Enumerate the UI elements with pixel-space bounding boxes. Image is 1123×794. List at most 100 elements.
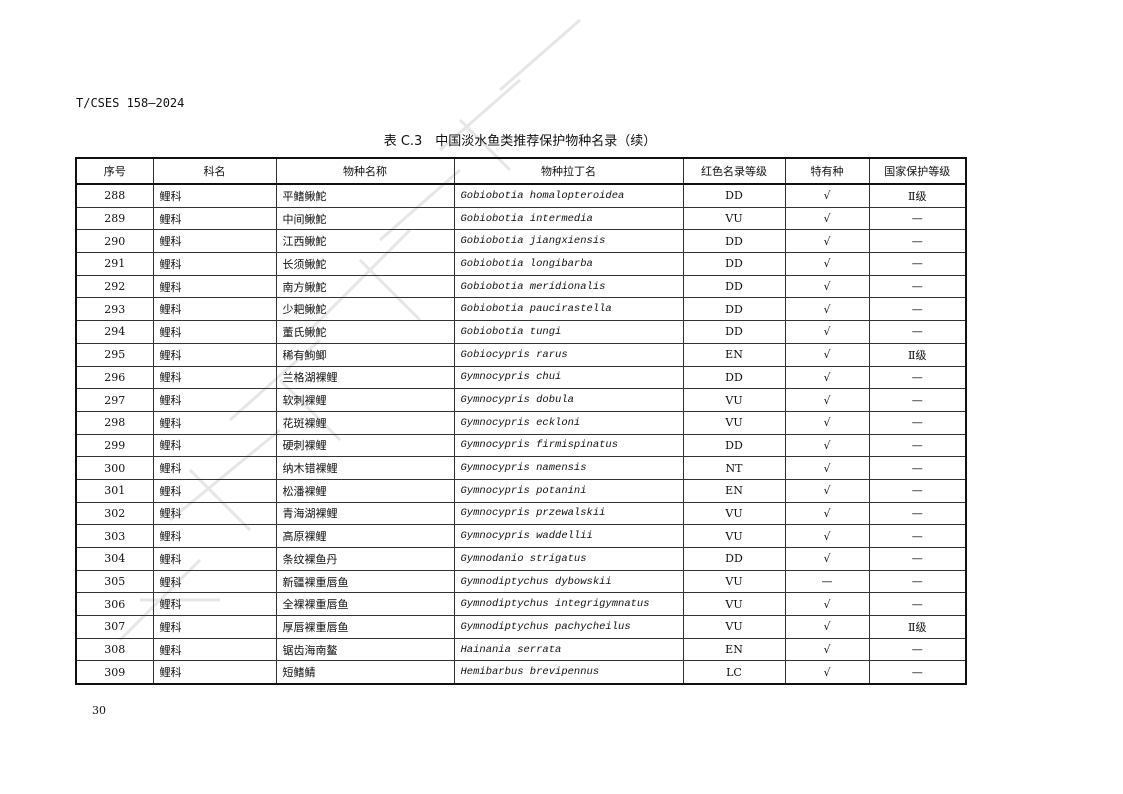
cell-red-list-level: DD xyxy=(682,229,786,254)
cell-endemic: √ xyxy=(784,456,870,480)
cell-latin-name: Gymnocypris eckloni xyxy=(453,410,684,435)
cell-protection-level: Ⅱ级 xyxy=(868,183,967,208)
column-header-seq: 序号 xyxy=(75,157,154,185)
table-row: 308 鲤科 锯齿海南鳌 Hainania serrata EN √ — xyxy=(75,637,967,662)
cell-family: 鲤科 xyxy=(152,615,277,639)
table-row: 298 鲤科 花斑裸鲤 Gymnocypris eckloni VU √ — xyxy=(75,410,967,435)
cell-protection-level: — xyxy=(868,547,967,571)
cell-family: 鲤科 xyxy=(152,478,277,503)
cell-family: 鲤科 xyxy=(152,524,277,548)
cell-seq: 307 xyxy=(75,615,154,639)
cell-seq: 289 xyxy=(75,206,154,231)
cell-seq: 304 xyxy=(75,547,154,571)
cell-endemic: √ xyxy=(784,365,870,390)
table-caption: 表 C.3 中国淡水鱼类推荐保护物种名录（续） xyxy=(383,134,657,149)
cell-species-name: 厚唇裸重唇鱼 xyxy=(275,615,455,639)
cell-red-list-level: VU xyxy=(682,592,786,617)
cell-seq: 308 xyxy=(75,637,154,662)
cell-family: 鲤科 xyxy=(152,252,277,276)
cell-family: 鲤科 xyxy=(152,274,277,299)
cell-protection-level: — xyxy=(868,637,967,662)
cell-family: 鲤科 xyxy=(152,183,277,208)
cell-seq: 305 xyxy=(75,569,154,594)
table-row: 302 鲤科 青海湖裸鲤 Gymnocypris przewalskii VU √ — xyxy=(75,501,967,526)
table-row: 295 鲤科 稀有鮈鲫 Gobiocypris rarus EN √ Ⅱ级 xyxy=(75,342,967,367)
cell-latin-name: Gobiobotia paucirastella xyxy=(453,297,684,322)
cell-protection-level: Ⅱ级 xyxy=(868,615,967,639)
cell-protection-level: — xyxy=(868,592,967,617)
cell-endemic: √ xyxy=(784,615,870,639)
table-header-row: 序号 科名 物种名称 物种拉丁名 红色名录等级 特有种 国家保护等级 xyxy=(75,157,967,185)
cell-family: 鲤科 xyxy=(152,592,277,617)
cell-family: 鲤科 xyxy=(152,547,277,571)
cell-seq: 306 xyxy=(75,592,154,617)
cell-latin-name: Gobiobotia meridionalis xyxy=(453,274,684,299)
cell-species-name: 少耙鳅鮀 xyxy=(275,297,455,322)
table-row: 303 鲤科 高原裸鲤 Gymnocypris waddellii VU √ — xyxy=(75,524,967,548)
table-row: 309 鲤科 短鳍鲭 Hemibarbus brevipennus LC √ — xyxy=(75,660,967,685)
cell-endemic: √ xyxy=(784,547,870,571)
cell-family: 鲤科 xyxy=(152,433,277,458)
cell-latin-name: Gobiobotia jiangxiensis xyxy=(453,229,684,254)
table-row: 305 鲤科 新疆裸重唇鱼 Gymnodiptychus dybowskii VU — — xyxy=(75,569,967,594)
cell-latin-name: Hemibarbus brevipennus xyxy=(453,660,684,685)
cell-red-list-level: LC xyxy=(682,660,786,685)
cell-protection-level: — xyxy=(868,365,967,390)
column-header-latin-name: 物种拉丁名 xyxy=(453,157,684,185)
table-row: 304 鲤科 条纹裸鱼丹 Gymnodanio strigatus DD √ — xyxy=(75,547,967,571)
cell-protection-level: — xyxy=(868,478,967,503)
table-row: 296 鲤科 兰格湖裸鲤 Gymnocypris chui DD √ — xyxy=(75,365,967,390)
cell-species-name: 软刺裸鲤 xyxy=(275,388,455,412)
cell-red-list-level: DD xyxy=(682,320,786,344)
cell-seq: 300 xyxy=(75,456,154,480)
table-row: 307 鲤科 厚唇裸重唇鱼 Gymnodiptychus pachycheilus VU… xyxy=(75,615,967,639)
cell-endemic: √ xyxy=(784,297,870,322)
cell-protection-level: — xyxy=(868,320,967,344)
cell-seq: 299 xyxy=(75,433,154,458)
cell-latin-name: Gymnocypris dobula xyxy=(453,388,684,412)
table-row: 291 鲤科 长须鳅鮀 Gobiobotia longibarba DD √ — xyxy=(75,252,967,276)
page-number: 30 xyxy=(92,704,106,717)
cell-species-name: 新疆裸重唇鱼 xyxy=(275,569,455,594)
cell-red-list-level: NT xyxy=(682,456,786,480)
cell-endemic: √ xyxy=(784,183,870,208)
standard-code: T/CSES 158—2024 xyxy=(76,96,185,110)
cell-species-name: 花斑裸鲤 xyxy=(275,410,455,435)
cell-species-name: 锯齿海南鳌 xyxy=(275,637,455,662)
cell-seq: 302 xyxy=(75,501,154,526)
cell-seq: 298 xyxy=(75,410,154,435)
cell-protection-level: — xyxy=(868,569,967,594)
cell-latin-name: Gymnodiptychus pachycheilus xyxy=(453,615,684,639)
cell-seq: 290 xyxy=(75,229,154,254)
cell-latin-name: Gobiobotia intermedia xyxy=(453,206,684,231)
cell-endemic: √ xyxy=(784,274,870,299)
table-row: 289 鲤科 中间鳅鮀 Gobiobotia intermedia VU √ — xyxy=(75,206,967,231)
cell-red-list-level: DD xyxy=(682,183,786,208)
cell-species-name: 平鳍鳅鮀 xyxy=(275,183,455,208)
cell-protection-level: — xyxy=(868,660,967,685)
cell-latin-name: Gymnocypris waddellii xyxy=(453,524,684,548)
cell-red-list-level: VU xyxy=(682,569,786,594)
cell-family: 鲤科 xyxy=(152,569,277,594)
cell-family: 鲤科 xyxy=(152,229,277,254)
cell-family: 鲤科 xyxy=(152,660,277,685)
cell-family: 鲤科 xyxy=(152,342,277,367)
cell-red-list-level: DD xyxy=(682,547,786,571)
species-table: 序号 科名 物种名称 物种拉丁名 红色名录等级 特有种 国家保护等级 288 鲤科 平鳍鳅鮀 Go… xyxy=(75,157,967,686)
cell-species-name: 条纹裸鱼丹 xyxy=(275,547,455,571)
cell-endemic: √ xyxy=(784,592,870,617)
cell-protection-level: — xyxy=(868,501,967,526)
cell-latin-name: Gymnodiptychus integrigymnatus xyxy=(453,592,684,617)
cell-seq: 295 xyxy=(75,342,154,367)
cell-seq: 296 xyxy=(75,365,154,390)
cell-endemic: √ xyxy=(784,206,870,231)
cell-seq: 297 xyxy=(75,388,154,412)
cell-species-name: 短鳍鲭 xyxy=(275,660,455,685)
cell-protection-level: — xyxy=(868,388,967,412)
cell-latin-name: Gobiobotia tungi xyxy=(453,320,684,344)
column-header-red-list-level: 红色名录等级 xyxy=(682,157,786,185)
cell-latin-name: Gymnocypris firmispinatus xyxy=(453,433,684,458)
table-row: 294 鲤科 董氏鳅鮀 Gobiobotia tungi DD √ — xyxy=(75,320,967,344)
cell-red-list-level: DD xyxy=(682,297,786,322)
table-row: 288 鲤科 平鳍鳅鮀 Gobiobotia homalopteroidea DD √ Ⅱ级 xyxy=(75,183,967,208)
